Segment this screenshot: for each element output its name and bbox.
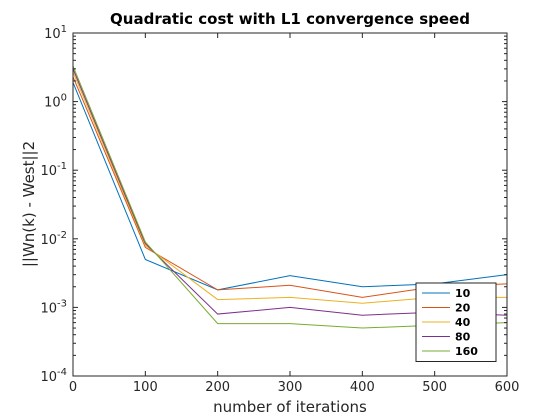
- x-tick-label: 600: [495, 380, 520, 395]
- y-tick-label: 101: [44, 24, 67, 42]
- x-tick-label: 500: [422, 380, 447, 395]
- legend-label-160: 160: [455, 345, 478, 358]
- x-axis-title: number of iterations: [213, 398, 367, 416]
- x-tick-label: 400: [350, 380, 375, 395]
- y-tick-label: 10-2: [40, 230, 67, 248]
- x-tick-label: 100: [133, 380, 158, 395]
- legend-label-10: 10: [455, 287, 471, 300]
- x-tick-label: 300: [278, 380, 303, 395]
- y-tick-label: 10-1: [40, 161, 67, 179]
- x-tick-label: 200: [205, 380, 230, 395]
- chart-title: Quadratic cost with L1 convergence speed: [110, 10, 470, 28]
- y-tick-label: 100: [44, 93, 67, 111]
- x-tick-label: 0: [69, 380, 77, 395]
- legend-label-40: 40: [455, 316, 471, 329]
- legend-label-20: 20: [455, 302, 471, 315]
- legend-label-80: 80: [455, 331, 471, 344]
- y-tick-label: 10-4: [40, 367, 67, 385]
- y-tick-label: 10-3: [40, 298, 67, 316]
- y-axis-title: ||Wn(k) - West||2: [20, 141, 38, 267]
